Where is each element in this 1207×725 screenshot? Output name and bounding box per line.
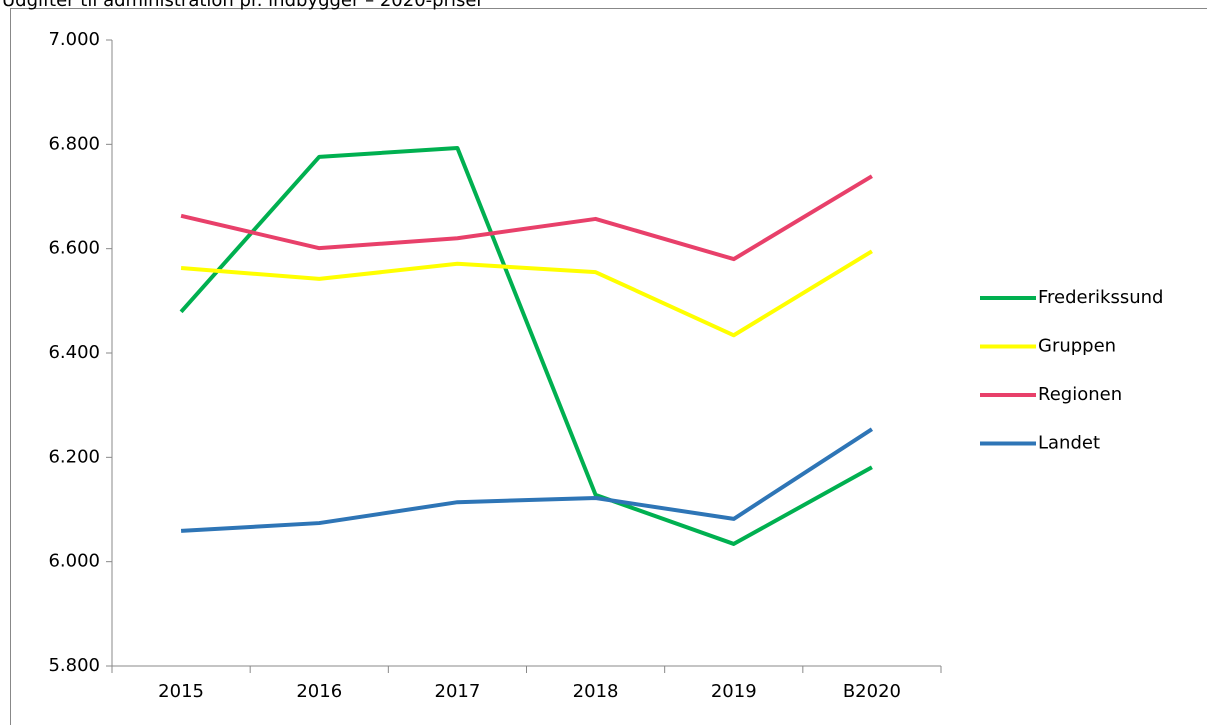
x-tick-label: 2015 xyxy=(158,681,204,702)
y-tick-label: 6.800 xyxy=(48,133,100,154)
x-tick-label: 2017 xyxy=(435,681,481,702)
x-tick-label: 2018 xyxy=(573,681,619,702)
series-line xyxy=(179,145,873,546)
y-tick-label: 6.200 xyxy=(48,446,100,467)
y-tick-label: 7.000 xyxy=(48,29,100,50)
y-tick-label: 5.800 xyxy=(48,655,100,676)
chart-frame xyxy=(10,8,1207,725)
legend-label: Gruppen xyxy=(1038,336,1116,357)
x-tick-label: 2019 xyxy=(711,681,757,702)
legend-label: Landet xyxy=(1038,433,1100,454)
legend-label: Regionen xyxy=(1038,384,1122,405)
y-tick-label: 6.600 xyxy=(48,238,100,259)
legend-label: Frederikssund xyxy=(1038,287,1163,308)
y-tick-label: 6.000 xyxy=(48,551,100,572)
x-tick-label: B2020 xyxy=(843,681,901,702)
series-line xyxy=(180,174,873,262)
chart-title: Udgifter til administration pr. indbygge… xyxy=(2,0,484,11)
y-tick-label: 6.400 xyxy=(48,342,100,363)
series-line xyxy=(180,427,874,533)
series-line xyxy=(180,249,873,338)
x-tick-label: 2016 xyxy=(296,681,342,702)
